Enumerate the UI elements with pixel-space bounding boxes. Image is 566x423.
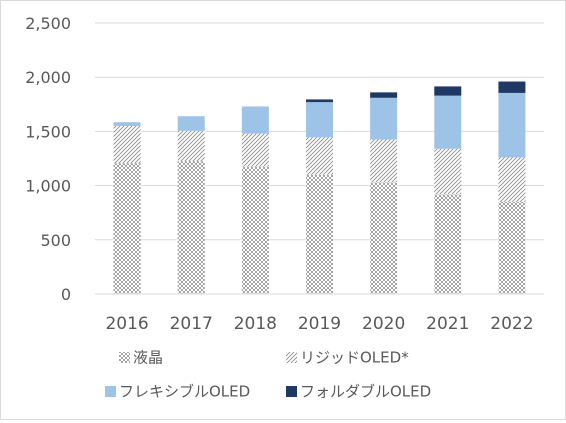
y-tick-label: 2,000 — [25, 68, 71, 87]
x-tick-label: 2016 — [105, 314, 148, 334]
legend-swatch-3 — [105, 386, 116, 397]
bar-segment-2 — [370, 139, 398, 183]
bar-segment-4 — [370, 92, 398, 98]
bar-segment-2 — [434, 148, 462, 195]
legend-label-4: フォルダブルOLED — [300, 383, 431, 401]
bars — [113, 81, 526, 294]
x-tick-label: 2018 — [234, 314, 277, 334]
x-tick-label: 2021 — [426, 314, 469, 334]
bar-segment-3 — [241, 106, 269, 134]
y-tick-label: 500 — [40, 231, 71, 250]
bar-segment-2 — [177, 130, 205, 162]
legend-label-1: 液晶 — [133, 349, 163, 367]
bar-segment-3 — [306, 102, 333, 138]
bar-segment-1 — [370, 182, 398, 294]
bar-segment-1 — [113, 163, 141, 294]
legend-swatch-2 — [286, 352, 297, 363]
y-tick-label: 1,500 — [25, 122, 71, 141]
bar-segment-1 — [177, 161, 205, 294]
legend-swatch-4 — [286, 386, 297, 397]
x-tick-label: 2019 — [298, 314, 341, 334]
y-tick-label: 2,500 — [25, 14, 71, 33]
bar-segment-1 — [434, 194, 462, 294]
bar-segment-2 — [498, 157, 526, 202]
bar-segment-4 — [306, 99, 333, 103]
legend-swatch-1 — [119, 352, 130, 363]
legend-label-3: フレキシブルOLED — [119, 383, 250, 401]
bar-segment-1 — [306, 174, 333, 294]
bar-segment-2 — [113, 125, 141, 164]
bar-segment-3 — [113, 122, 141, 126]
legend-label-2: リジッドOLED* — [300, 349, 409, 367]
x-tick-label: 2022 — [490, 314, 533, 334]
bar-segment-2 — [306, 137, 333, 175]
x-tick-label: 2020 — [362, 314, 405, 334]
axes: 0 500 1,000 1,500 2,000 2,500 2016 2017 2018 2019… — [25, 14, 544, 334]
bar-segment-1 — [498, 201, 526, 294]
bar-segment-4 — [434, 86, 462, 96]
y-tick-label: 1,000 — [25, 177, 71, 196]
bar-segment-3 — [498, 92, 526, 158]
bar-segment-3 — [370, 97, 398, 140]
bar-segment-1 — [241, 166, 269, 294]
bar-segment-2 — [241, 133, 269, 167]
y-tick-label: 0 — [61, 285, 71, 304]
legend: 液晶 リジッドOLED* フレキシブルOLED フォルダブルOLED — [105, 349, 431, 401]
bar-segment-3 — [434, 95, 462, 149]
bar-segment-4 — [498, 81, 526, 93]
x-tick-label: 2017 — [170, 314, 213, 334]
bar-segment-3 — [177, 116, 205, 131]
